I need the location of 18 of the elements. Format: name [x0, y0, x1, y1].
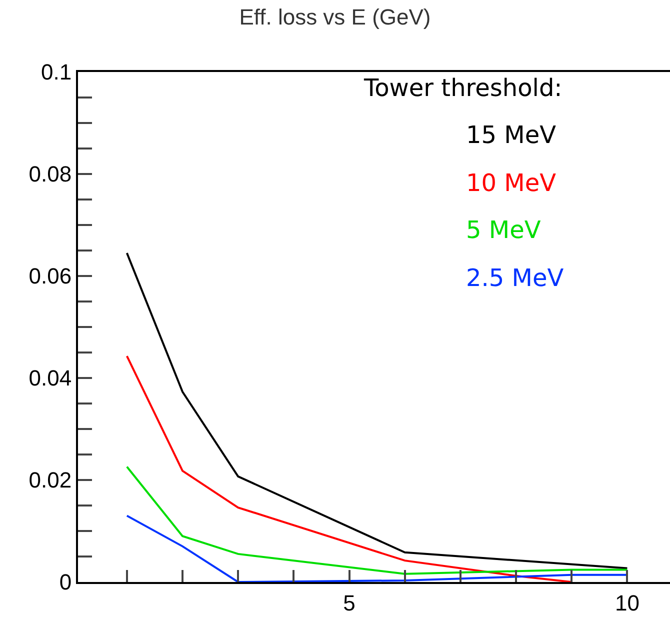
x-tick-label: 5	[343, 590, 356, 616]
text: 5 MeV	[466, 216, 542, 244]
chart-title: Eff. loss vs E (GeV)	[239, 4, 431, 30]
text: 2.5 MeV	[466, 264, 564, 292]
y-tick-label: 0.06	[28, 264, 72, 289]
y-tick-label: 0	[59, 570, 72, 595]
line-series	[126, 514, 628, 582]
line-series	[126, 252, 628, 570]
x-tick-label: 10	[614, 590, 640, 616]
line-series	[126, 355, 573, 582]
text: 10 MeV	[466, 169, 557, 197]
legend-title: Tower threshold:	[363, 74, 562, 102]
line-series	[126, 466, 628, 575]
y-tick-label: 0.02	[28, 468, 72, 493]
y-tick-label: 0.04	[28, 366, 72, 391]
y-tick-label: 0.1	[41, 60, 72, 85]
y-tick-label: 0.08	[28, 162, 72, 187]
text: 15 MeV	[466, 121, 557, 149]
